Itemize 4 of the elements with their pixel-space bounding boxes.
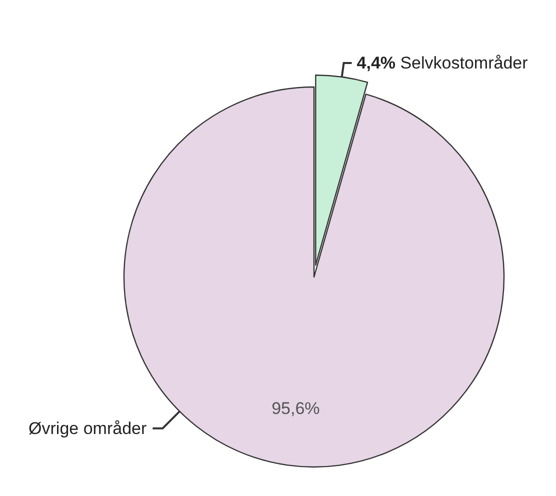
data-label: 95,6% — [272, 399, 320, 418]
slice-label: Selvkostområder — [396, 54, 528, 73]
data-label: 4,4% — [356, 54, 396, 73]
slice-label: Øvrige områder — [28, 418, 147, 438]
